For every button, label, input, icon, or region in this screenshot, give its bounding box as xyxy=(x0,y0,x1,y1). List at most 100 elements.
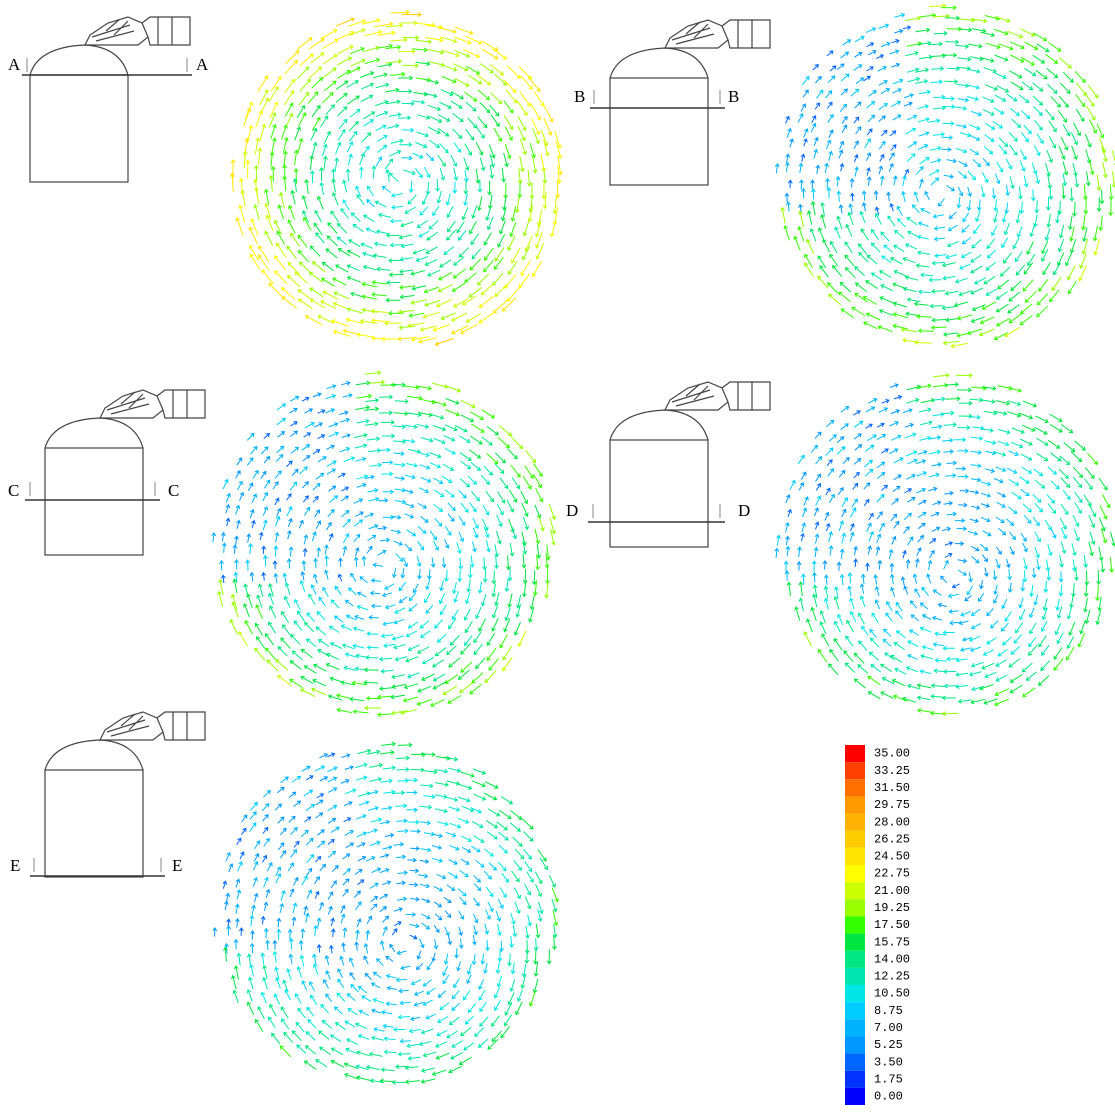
velocity-vector xyxy=(382,916,388,922)
velocity-vector xyxy=(891,435,901,440)
velocity-vector xyxy=(390,72,405,76)
velocity-vector xyxy=(357,605,368,610)
velocity-vector xyxy=(355,902,361,910)
velocity-vector xyxy=(843,40,851,45)
velocity-vector xyxy=(371,897,378,902)
velocity-vector xyxy=(353,644,364,648)
velocity-vector xyxy=(226,893,230,902)
velocity-vector xyxy=(1008,583,1012,593)
velocity-vector xyxy=(1052,277,1061,290)
velocity-vector xyxy=(903,258,915,263)
velocity-vector xyxy=(534,91,544,106)
velocity-vector xyxy=(509,490,516,502)
velocity-vector xyxy=(393,541,402,545)
velocity-vector xyxy=(790,139,794,147)
velocity-vector xyxy=(1042,249,1048,261)
velocity-vector xyxy=(440,580,444,590)
velocity-vector xyxy=(522,532,527,546)
velocity-vector xyxy=(995,174,1000,184)
velocity-vector xyxy=(458,818,469,823)
velocity-vector xyxy=(1097,174,1101,190)
velocity-vector xyxy=(270,152,274,167)
velocity-vector xyxy=(498,899,503,908)
velocity-vector xyxy=(373,998,384,1003)
velocity-vector xyxy=(917,548,921,556)
velocity-vector xyxy=(237,953,241,965)
velocity-vector xyxy=(250,944,254,954)
velocity-vector xyxy=(879,166,883,174)
velocity-vector xyxy=(892,499,899,505)
velocity-vector xyxy=(925,192,930,201)
velocity-vector xyxy=(455,425,467,432)
velocity-vector xyxy=(498,438,509,448)
velocity-vector xyxy=(539,515,545,530)
velocity-vector xyxy=(320,183,324,195)
velocity-vector xyxy=(971,546,979,551)
velocity-vector xyxy=(877,473,885,479)
velocity-vector xyxy=(826,448,833,456)
velocity-vector xyxy=(285,583,290,595)
velocity-vector xyxy=(1063,124,1070,135)
section-label: D xyxy=(738,501,750,520)
velocity-vector xyxy=(405,425,417,429)
velocity-vector xyxy=(839,150,843,158)
velocity-vector xyxy=(399,310,415,314)
velocity-vector xyxy=(303,496,308,502)
velocity-vector xyxy=(409,181,413,192)
velocity-vector xyxy=(263,791,270,798)
velocity-vector xyxy=(799,483,804,491)
velocity-vector xyxy=(1023,401,1036,407)
velocity-vector xyxy=(468,1004,475,1013)
velocity-vector xyxy=(850,612,855,622)
velocity-vector xyxy=(366,656,378,660)
velocity-vector xyxy=(341,209,348,219)
velocity-vector xyxy=(250,510,254,518)
velocity-vector xyxy=(879,81,887,86)
velocity-vector xyxy=(477,127,485,138)
velocity-vector xyxy=(820,622,826,634)
velocity-vector xyxy=(788,510,792,517)
velocity-vector xyxy=(275,498,279,505)
velocity-vector xyxy=(970,135,979,140)
velocity-vector xyxy=(486,909,491,919)
legend-swatch xyxy=(845,865,865,882)
velocity-vector xyxy=(276,455,283,462)
velocity-vector xyxy=(354,535,360,543)
velocity-vector xyxy=(997,162,1003,172)
velocity-vector xyxy=(355,870,362,875)
velocity-vector xyxy=(1054,647,1062,659)
velocity-vector xyxy=(445,386,460,392)
velocity-vector xyxy=(452,326,469,335)
velocity-vector xyxy=(461,415,474,422)
velocity-vector xyxy=(450,635,459,645)
velocity-vector xyxy=(398,76,412,80)
velocity-vector xyxy=(313,954,317,964)
velocity-vector xyxy=(324,545,328,555)
velocity-vector xyxy=(932,463,941,467)
velocity-vector xyxy=(835,227,841,238)
velocity-vector xyxy=(304,433,311,437)
velocity-vector xyxy=(1027,672,1037,681)
velocity-vector xyxy=(893,79,903,84)
velocity-vector xyxy=(1023,504,1031,512)
velocity-vector xyxy=(258,584,263,597)
velocity-vector xyxy=(307,890,312,899)
velocity-vector xyxy=(1041,621,1047,631)
velocity-vector xyxy=(959,621,968,625)
velocity-vector xyxy=(410,897,419,901)
velocity-vector xyxy=(932,527,940,532)
velocity-vector xyxy=(1006,159,1012,169)
velocity-vector xyxy=(868,546,872,555)
velocity-vector xyxy=(260,90,268,105)
velocity-vector xyxy=(417,556,421,566)
velocity-vector xyxy=(811,608,816,621)
velocity-vector xyxy=(913,574,917,583)
velocity-vector xyxy=(917,264,930,268)
velocity-vector xyxy=(294,842,299,848)
velocity-vector xyxy=(255,648,265,660)
velocity-vector xyxy=(805,263,814,276)
velocity-vector xyxy=(1099,478,1107,490)
velocity-vector xyxy=(1021,304,1032,314)
velocity-vector xyxy=(538,902,543,914)
velocity-vector xyxy=(1010,42,1024,49)
